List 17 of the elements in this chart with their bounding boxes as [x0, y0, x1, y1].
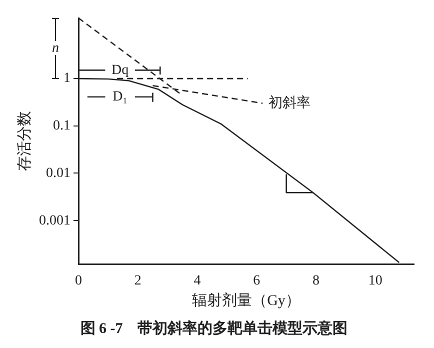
x-tick-label: 8	[312, 273, 320, 288]
annotation: D₁	[112, 90, 128, 105]
annotation: Dq	[112, 62, 129, 78]
y-tick-label: 0.001	[39, 213, 70, 228]
x-tick-label: 6	[253, 273, 260, 288]
y-tick-label: 0.01	[46, 166, 70, 181]
x-tick-label: 0	[75, 273, 82, 288]
x-axis-title: 辐射剂量（Gy）	[192, 292, 300, 309]
text: n	[52, 40, 59, 56]
x-tick-label: 10	[368, 273, 382, 288]
y-axis-title: 存活分数	[16, 111, 33, 172]
y-tick-label: 1	[64, 71, 70, 86]
y-tick-label: 0.1	[53, 118, 70, 134]
x-tick-label: 4	[194, 273, 201, 288]
annotation: 初斜率	[268, 94, 311, 111]
x-tick-label: 2	[134, 273, 142, 288]
text: 图 6 -7 带初斜率的多靶单击模型示意图	[80, 318, 348, 337]
